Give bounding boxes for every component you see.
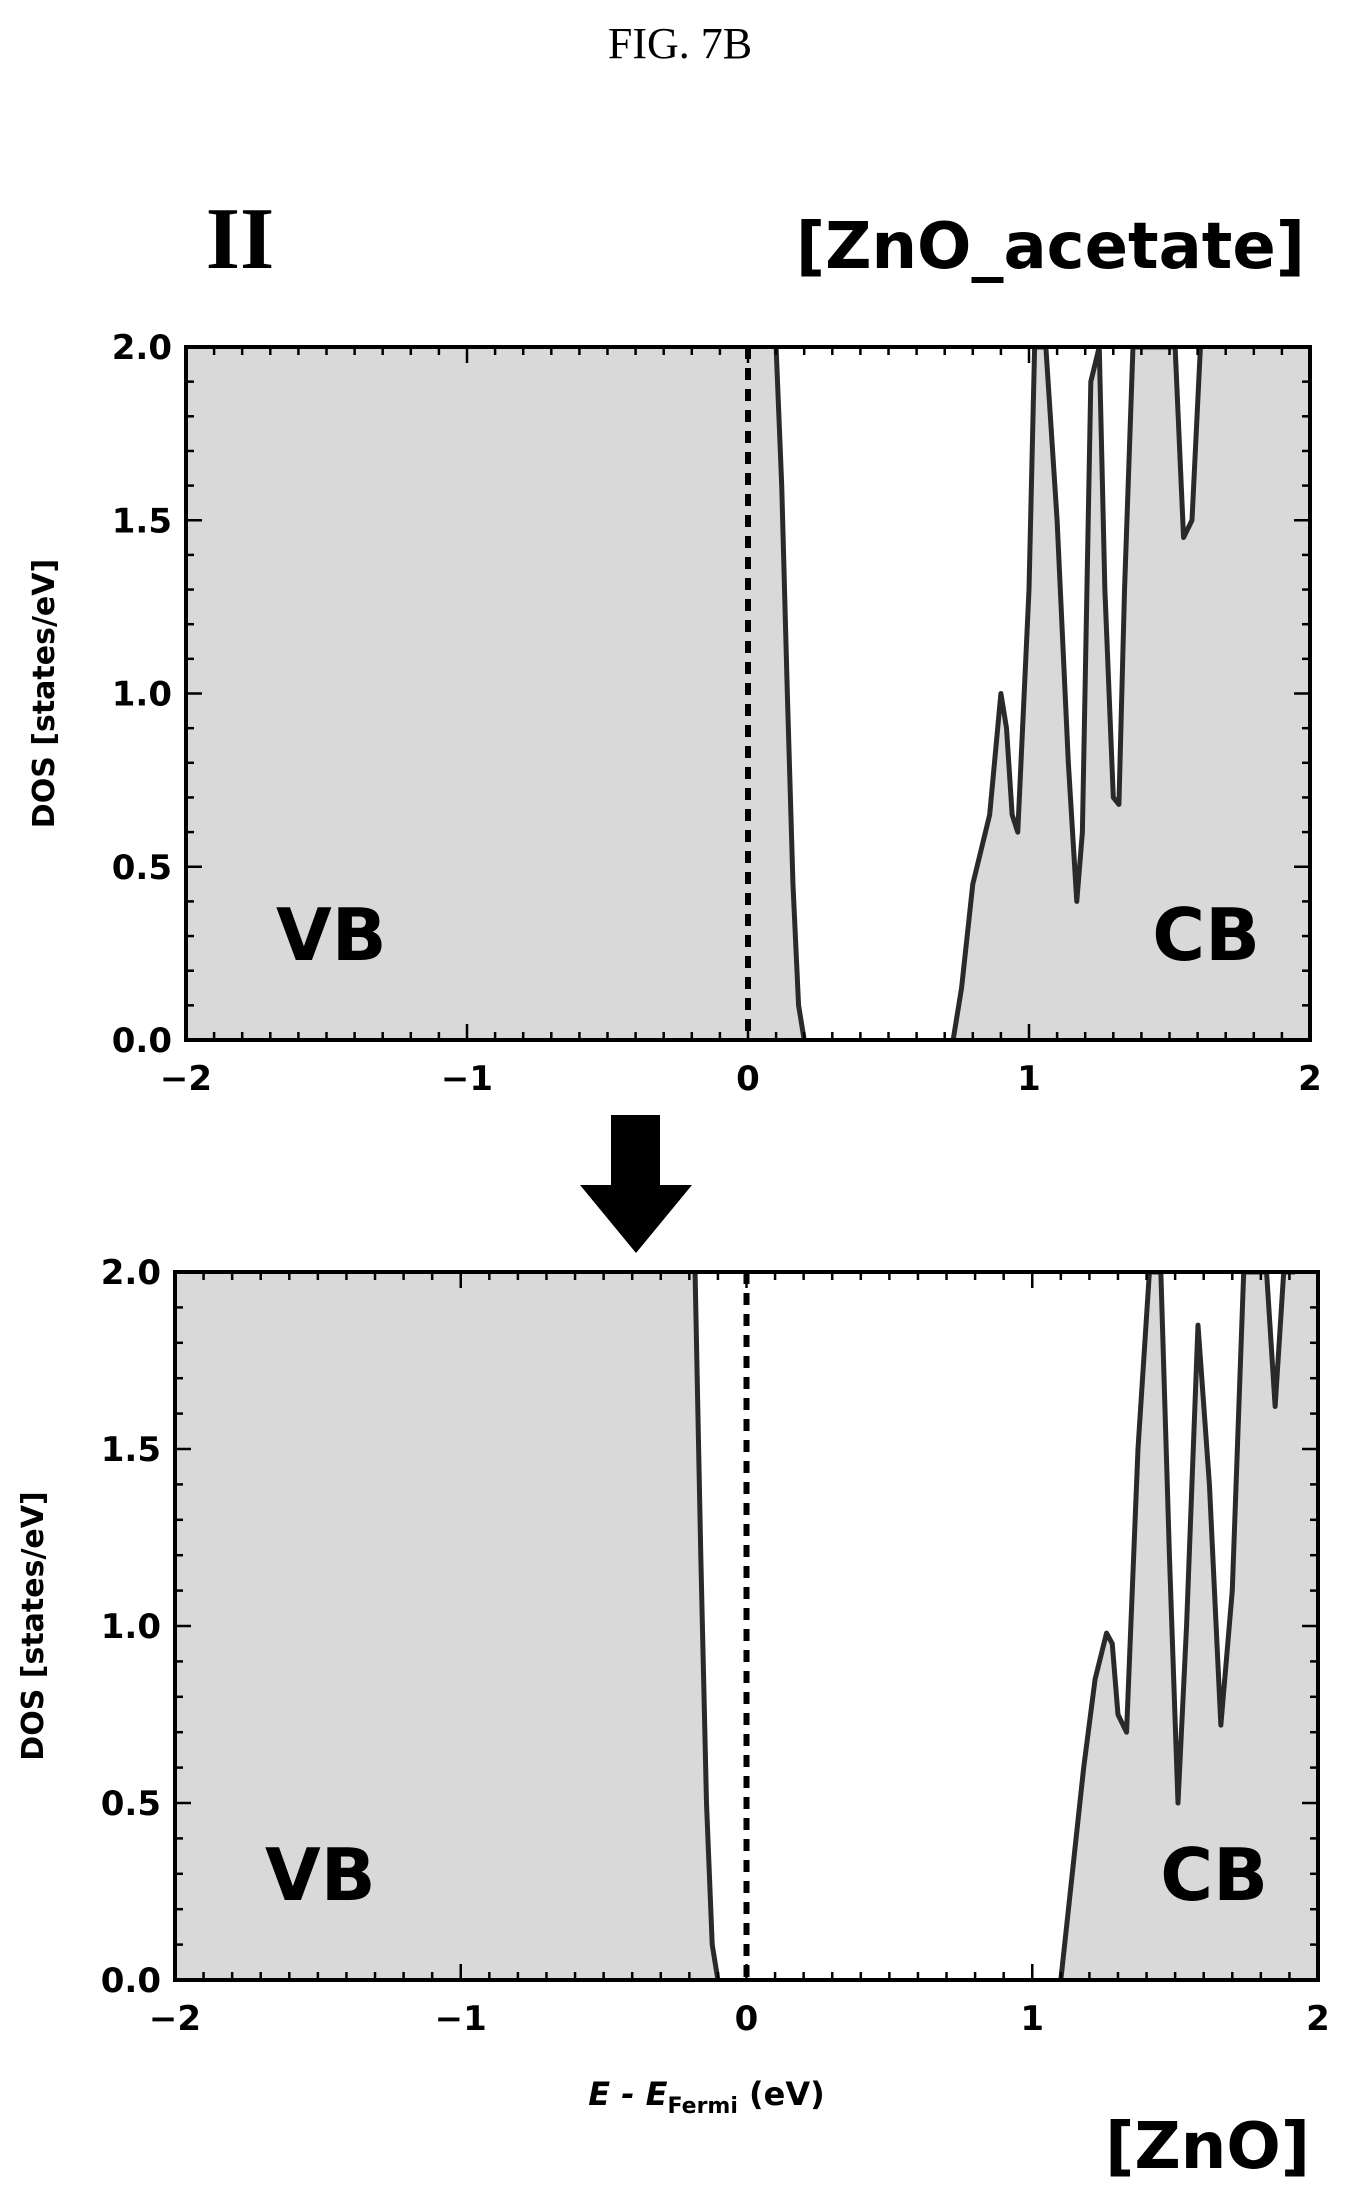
vb-curve: [773, 347, 807, 1040]
cb-label: CB: [1160, 1833, 1268, 1917]
chart-title-top: [ZnO_acetate]: [796, 210, 1305, 284]
chart-title-bottom: [ZnO]: [1105, 2110, 1310, 2184]
y-axis-label: DOS [states/eV]: [27, 559, 62, 828]
down-arrow-icon: [580, 1115, 692, 1253]
vb-label: VB: [276, 893, 387, 977]
x-axis-label: E - EFermi (eV): [588, 2075, 825, 2119]
y-axis-label: DOS [states/eV]: [16, 1491, 51, 1760]
x-tick-label: −1: [435, 1999, 487, 2039]
dos-chart-zno: −2 −1 0 1 2 0.0 0.5 1.0 1.5 2.0 DOS [states/eV] VB C…: [16, 1253, 1330, 2119]
x-tick-label: 1: [1020, 1999, 1044, 2039]
cb-area: [1060, 1272, 1318, 1980]
y-tick-label: 2.0: [101, 1253, 161, 1293]
y-tick-label: 0.5: [101, 1784, 161, 1824]
y-tick-label: 0.0: [112, 1021, 172, 1061]
arrow-shape: [580, 1115, 692, 1253]
cb-curve: [1058, 1272, 1296, 1980]
x-tick-label: −2: [160, 1059, 212, 1099]
vb-area: [175, 1272, 718, 1980]
x-tick-label: 0: [735, 1999, 759, 2039]
y-tick-label: 0.5: [112, 848, 172, 888]
vb-curve: [692, 1272, 721, 1980]
cb-area: [953, 347, 1310, 1040]
x-tick-label: −2: [149, 1999, 201, 2039]
panel-mark: II: [206, 191, 275, 288]
y-tick-label: 1.5: [101, 1430, 161, 1470]
y-tick-label: 1.5: [112, 501, 172, 541]
cb-label: CB: [1152, 893, 1260, 977]
x-tick-label: 1: [1017, 1059, 1041, 1099]
x-tick-label: −1: [441, 1059, 493, 1099]
y-tick-label: 0.0: [101, 1961, 161, 2001]
vb-area: [186, 347, 805, 1040]
dos-chart-acetate: −2 −1 0 1 2 0.0 0.5 1.0 1.5 2.0 DOS [states/eV] VB C…: [27, 328, 1322, 1099]
figure-label: FIG. 7B: [608, 19, 752, 68]
x-tick-label: 2: [1306, 1999, 1330, 2039]
y-tick-label: 1.0: [101, 1607, 161, 1647]
x-tick-label: 0: [736, 1059, 760, 1099]
x-tick-label: 2: [1298, 1059, 1322, 1099]
y-tick-label: 1.0: [112, 675, 172, 715]
y-tick-label: 2.0: [112, 328, 172, 368]
vb-label: VB: [265, 1833, 376, 1917]
cb-curve: [950, 347, 1203, 1040]
